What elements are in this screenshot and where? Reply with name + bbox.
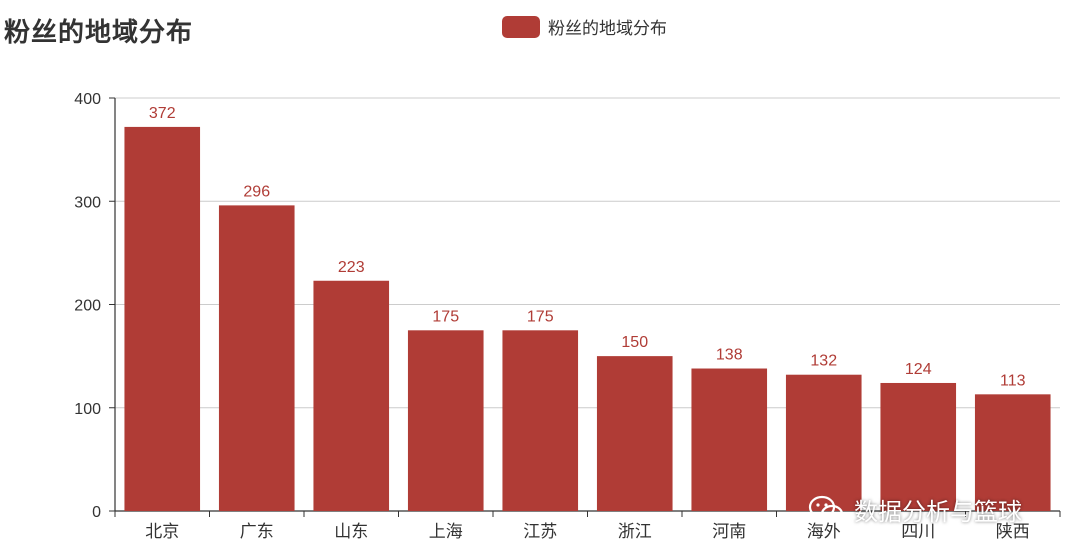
bar-4 <box>407 330 484 511</box>
x-tick-label: 山东 <box>334 522 368 542</box>
bar-3 <box>313 280 390 511</box>
data-label: 175 <box>432 308 459 325</box>
bar-1 <box>124 126 201 511</box>
x-tick-label: 北京 <box>145 522 179 542</box>
y-tick-label: 100 <box>74 401 101 418</box>
watermark-text: 数据分析与篮球 <box>854 498 1022 526</box>
x-tick-label: 江苏 <box>523 522 557 542</box>
chart-title: 粉丝的地域分布 <box>4 18 194 48</box>
data-label: 132 <box>810 353 837 370</box>
wechat-icon <box>808 495 844 523</box>
y-tick-label: 400 <box>74 91 101 108</box>
data-label: 296 <box>243 183 270 200</box>
data-label: 372 <box>149 105 176 122</box>
data-label: 150 <box>621 334 648 351</box>
bar-7 <box>691 368 768 511</box>
data-label: 175 <box>527 308 554 325</box>
y-tick-label: 200 <box>74 298 101 315</box>
bar-9 <box>880 382 957 511</box>
x-tick-label: 广东 <box>240 522 274 542</box>
data-label: 113 <box>1000 372 1026 389</box>
y-tick-label: 300 <box>74 194 101 211</box>
legend-swatch <box>502 15 540 38</box>
bar-2 <box>218 205 295 511</box>
legend[interactable]: 粉丝的地域分布 <box>502 14 667 39</box>
data-label: 124 <box>905 361 932 378</box>
x-tick-label: 浙江 <box>618 522 652 542</box>
bar-10 <box>974 394 1051 511</box>
watermark: 数据分析与篮球 <box>808 492 1022 527</box>
x-tick-label: 上海 <box>429 522 463 542</box>
x-tick-label: 陕西 <box>996 522 1030 542</box>
bar-8 <box>785 374 862 511</box>
x-tick-label: 海外 <box>807 522 841 542</box>
bar-5 <box>502 330 579 511</box>
x-tick-label: 四川 <box>901 522 935 542</box>
bar-6 <box>596 356 673 511</box>
data-label: 138 <box>716 347 743 364</box>
x-tick-label: 河南 <box>712 522 746 542</box>
legend-label: 粉丝的地域分布 <box>548 19 667 39</box>
y-tick-label: 0 <box>92 504 101 521</box>
data-label: 223 <box>338 259 365 276</box>
